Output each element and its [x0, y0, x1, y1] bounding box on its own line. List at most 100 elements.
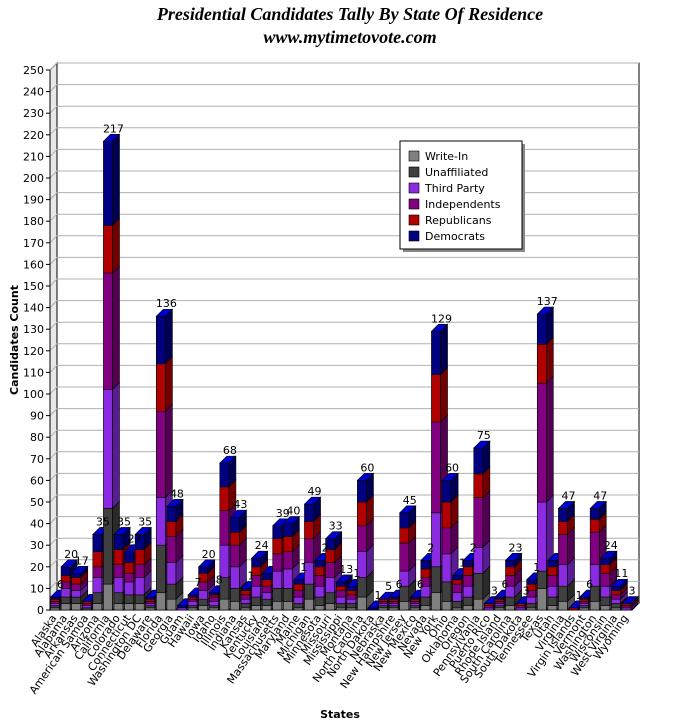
bar-segment-democrats: [335, 581, 346, 587]
data-label: 1: [353, 567, 360, 580]
bar-segment-unaffiliated: [335, 603, 346, 609]
bar-segment-republicans: [589, 518, 600, 533]
y-tick-label: 20: [30, 561, 44, 574]
data-label: 6: [417, 578, 424, 591]
y-tick-label: 130: [23, 323, 44, 336]
bar-segment-third-party: [409, 603, 420, 606]
grid-line: [49, 300, 639, 308]
data-label: 47: [561, 489, 575, 502]
data-label: 136: [156, 297, 177, 310]
bar-segment-third-party: [621, 607, 632, 611]
bar-segment-unaffiliated: [71, 596, 82, 604]
bar-segment-side: [546, 375, 554, 503]
y-tick-label: 210: [23, 150, 44, 163]
y-tick-label: 230: [23, 107, 44, 120]
bar-segment-unaffiliated: [187, 605, 198, 609]
data-label: 3: [523, 585, 530, 598]
bar-segment-third-party: [230, 566, 240, 589]
bar-segment-unaffiliated: [547, 596, 558, 606]
bar-segment-independents: [515, 605, 526, 609]
data-label: 75: [477, 429, 491, 442]
y-tick-label: 110: [23, 366, 44, 379]
bar-top-cap: [197, 559, 216, 568]
legend: Write-In Unaffiliated Third Party Independe…: [399, 140, 525, 252]
bar-segment-write-in: [219, 598, 230, 611]
bar-segment-unaffiliated: [378, 605, 388, 609]
bar-segment-democrats: [357, 480, 367, 503]
bar-top-cap: [324, 531, 343, 540]
bar-segment-third-party: [441, 553, 452, 583]
bar-segment-democrats: [388, 596, 399, 600]
bar-top-cap: [441, 473, 459, 481]
bar-segment-republicans: [494, 598, 505, 602]
bar-top-cap: [282, 516, 301, 524]
y-tick-label: 190: [23, 194, 44, 207]
bar-segment-write-in: [124, 603, 134, 611]
bar-segment-write-in: [420, 605, 431, 611]
bar-segment-unaffiliated: [388, 605, 399, 609]
bar-segment-third-party: [198, 590, 209, 600]
bar-top-cap: [589, 501, 607, 509]
bar-segment-independents: [113, 564, 124, 578]
data-label: 2: [470, 541, 477, 554]
y-tick-label: 150: [23, 280, 44, 293]
bar-segment-independents: [558, 534, 568, 565]
y-tick-label: 180: [23, 215, 44, 228]
y-tick-label: 140: [23, 302, 44, 315]
bar-segment-republicans: [484, 603, 494, 606]
bar-segment-democrats: [187, 594, 198, 598]
bar-segment-write-in: [208, 607, 219, 611]
bar-top-cap: [600, 550, 618, 559]
bar-segment-third-party: [388, 603, 399, 606]
data-label: 11: [614, 567, 628, 580]
data-label: 8: [216, 574, 223, 587]
data-label: 137: [537, 295, 558, 308]
bar-segment-independents: [282, 551, 293, 570]
data-label: 1: [248, 569, 255, 582]
bar-segment-write-in: [103, 583, 113, 611]
bar-top-cap: [166, 499, 184, 507]
data-labels-layer: 6201735217352735136487208684312439401492…: [57, 122, 635, 602]
bar-segment-third-party: [261, 592, 272, 600]
bar-segment-write-in: [526, 607, 537, 611]
bar-stack-georgia: [166, 498, 184, 611]
bar-segment-republicans: [113, 549, 124, 565]
data-label: 27: [128, 533, 142, 546]
grid-line: [49, 62, 639, 71]
bar-segment-third-party: [558, 564, 568, 587]
bar-segment-republicans: [388, 598, 399, 602]
bar-segment-write-in: [187, 607, 198, 611]
y-tick-label: 160: [23, 258, 44, 271]
bar-segment-third-party: [50, 603, 60, 606]
bar-segment-third-party: [92, 577, 103, 594]
bar-segment-write-in: [145, 607, 156, 611]
y-tick-label: 80: [30, 431, 44, 444]
bar-segment-democrats: [103, 140, 113, 226]
bar-top-cap: [155, 308, 174, 317]
bar-segment-third-party: [166, 562, 177, 585]
bar-segment-democrats: [431, 331, 441, 375]
bar-top-cap: [621, 596, 639, 604]
bar-top-cap: [536, 306, 555, 315]
bar-segment-independents: [187, 598, 198, 602]
bar-segment-write-in: [92, 603, 103, 611]
bar-segment-republicans: [314, 566, 325, 576]
bar-segment-republicans: [346, 590, 357, 596]
bar-top-cap: [113, 527, 131, 535]
bar-segment-third-party: [272, 570, 283, 589]
bar-segment-unaffiliated: [494, 605, 505, 609]
bar-segment-republicans: [547, 566, 558, 576]
bar-segment-independents: [452, 583, 462, 594]
bar-segment-republicans: [187, 596, 198, 600]
data-label: 3: [491, 585, 498, 598]
data-label: 23: [509, 541, 523, 554]
bar-segment-republicans: [558, 521, 568, 535]
bar-segment-write-in: [558, 601, 568, 611]
bar-segment-unaffiliated: [431, 566, 441, 594]
bar-segment-side: [165, 356, 173, 413]
bar-segment-unaffiliated: [198, 598, 209, 606]
bar-segment-republicans: [50, 598, 60, 602]
bar-top-cap: [430, 324, 449, 332]
bar-segment-write-in: [272, 601, 283, 611]
